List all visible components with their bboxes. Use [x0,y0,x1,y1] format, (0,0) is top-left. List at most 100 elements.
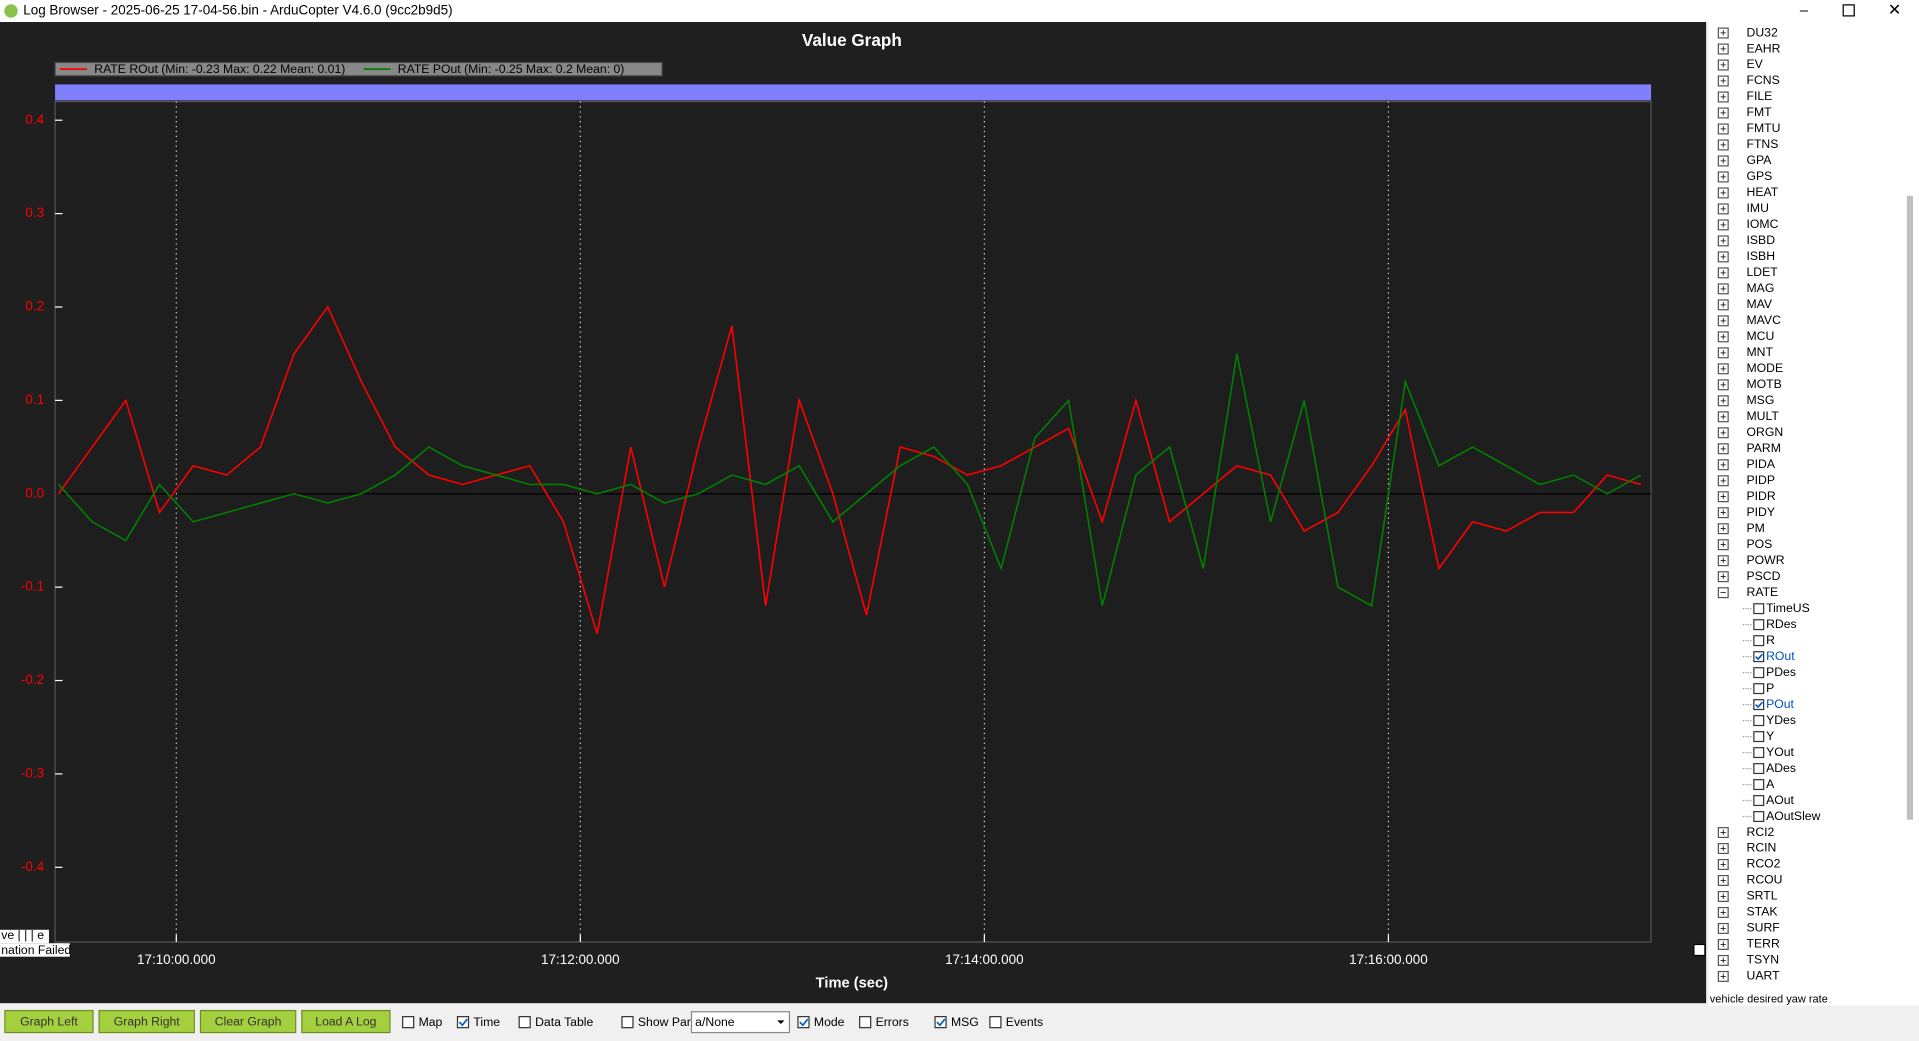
tree-item[interactable]: HEAT [1747,185,1779,199]
tree-item[interactable]: PSCD [1747,569,1781,583]
tree-item[interactable]: FMTU [1747,121,1781,135]
checkbox[interactable] [1753,683,1765,695]
button[interactable] [301,1009,391,1034]
tree-item[interactable]: FTNS [1747,137,1779,151]
expand-sign[interactable]: + [1720,827,1726,839]
checkbox[interactable] [1753,763,1765,775]
tree-item[interactable]: POS [1747,537,1773,551]
checkbox[interactable] [989,1016,1002,1029]
expand-box[interactable] [1717,970,1729,982]
checkbox-label[interactable]: Mode [814,1015,845,1029]
expand-sign[interactable]: + [1720,363,1726,375]
expand-box[interactable] [1717,235,1729,247]
checkbox[interactable] [1753,779,1765,791]
expand-box[interactable] [1717,107,1729,119]
expand-sign[interactable]: + [1720,891,1726,903]
expand-box[interactable] [1717,459,1729,471]
expand-sign[interactable]: + [1720,491,1726,503]
minimize[interactable]: – [1800,3,1809,19]
tree-item[interactable]: MODE [1747,361,1784,375]
checkbox[interactable] [797,1016,810,1029]
expand-sign[interactable]: + [1720,939,1726,951]
expand-box[interactable] [1717,555,1729,567]
tree-item[interactable]: MNT [1747,345,1774,359]
expand-sign[interactable]: + [1720,108,1726,120]
expand-sign[interactable]: + [1720,539,1726,551]
tree-item[interactable]: PIDA [1747,457,1776,471]
expand-box[interactable] [1717,91,1729,103]
checkbox[interactable] [456,1016,470,1029]
tree-item[interactable]: MAVC [1747,313,1782,327]
expand-sign[interactable]: + [1720,923,1726,935]
expand-sign[interactable]: + [1720,44,1726,56]
button[interactable] [4,1009,94,1034]
expand-sign[interactable]: + [1720,875,1726,887]
tree-item[interactable]: GPS [1747,169,1773,183]
tree-item[interactable]: PIDP [1747,473,1776,487]
button-label[interactable]: Clear Graph [215,1014,282,1028]
expand-box[interactable] [1717,203,1729,215]
expand-sign[interactable]: + [1720,955,1726,967]
expand-sign[interactable]: + [1720,267,1726,279]
expand-sign[interactable]: + [1720,379,1726,391]
expand-sign[interactable]: + [1720,571,1726,583]
expand-sign[interactable]: + [1720,907,1726,919]
expand-box[interactable] [1717,43,1729,55]
expand-sign[interactable]: + [1720,843,1726,855]
checkbox[interactable] [1753,715,1765,727]
button-label[interactable]: Graph Left [20,1014,78,1028]
tree-subitem[interactable]: A [1766,777,1775,791]
close[interactable]: ✕ [1888,2,1901,19]
expand-sign[interactable]: − [1720,587,1726,599]
expand-sign[interactable]: + [1720,171,1726,183]
expand-box[interactable] [1717,187,1729,199]
tree-item[interactable]: MCU [1747,329,1775,343]
expand-sign[interactable]: + [1720,203,1726,215]
expand-box[interactable] [1717,219,1729,231]
tree-item[interactable]: MOTB [1747,377,1782,391]
expand-box[interactable] [1717,906,1729,918]
expand-box[interactable] [1717,171,1729,183]
tree-subitem[interactable]: POut [1766,697,1794,711]
expand-sign[interactable]: + [1720,347,1726,359]
expand-box[interactable] [1717,827,1729,839]
tree-item[interactable]: ORGN [1747,425,1784,439]
expand-sign[interactable]: + [1720,187,1726,199]
expand-sign[interactable]: + [1720,283,1726,295]
expand-box[interactable] [1717,507,1729,519]
expand-box[interactable] [1717,59,1729,71]
tree-item[interactable]: DU32 [1747,25,1778,39]
tree-subitem[interactable]: ROut [1766,649,1795,663]
expand-sign[interactable]: + [1720,235,1726,247]
tree-item[interactable]: RCIN [1747,841,1777,855]
expand-sign[interactable]: + [1720,331,1726,343]
tree-item[interactable]: FCNS [1747,73,1780,87]
maximize[interactable] [1842,4,1855,17]
tree-subitem[interactable]: P [1766,681,1774,695]
expand-box[interactable] [1717,922,1729,934]
tree-item[interactable]: PARM [1747,441,1781,455]
checkbox[interactable] [934,1016,947,1029]
tree-item[interactable]: SURF [1747,921,1780,935]
checkbox[interactable] [518,1016,531,1029]
expand-box[interactable] [1717,395,1729,407]
checkbox[interactable] [1753,603,1765,615]
checkbox-label[interactable]: Events [1006,1015,1043,1029]
expand-sign[interactable]: + [1720,395,1726,407]
expand-sign[interactable]: + [1720,123,1726,135]
expand-sign[interactable]: + [1720,92,1726,104]
dropdown[interactable] [690,1011,791,1034]
expand-sign[interactable]: + [1720,971,1726,983]
expand-sign[interactable]: + [1720,76,1726,88]
expand-box[interactable] [1717,587,1729,599]
checkbox[interactable] [1753,635,1765,647]
checkbox[interactable] [1753,667,1765,679]
expand-box[interactable] [1717,251,1729,263]
checkbox[interactable] [1753,651,1765,663]
tree-subitem[interactable]: RDes [1766,617,1797,631]
tree-item[interactable]: MAV [1747,297,1773,311]
button[interactable] [199,1009,297,1034]
tree-subitem[interactable]: AOut [1766,793,1794,807]
dropdown-value[interactable]: a/None [695,1015,735,1029]
zoom-bar[interactable] [55,84,1652,101]
